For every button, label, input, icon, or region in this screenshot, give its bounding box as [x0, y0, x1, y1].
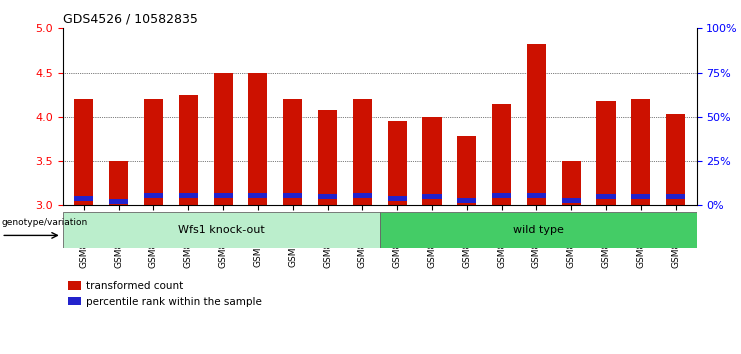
- Text: wild type: wild type: [513, 225, 564, 235]
- Bar: [492, 193, 511, 198]
- Bar: [422, 117, 442, 205]
- Bar: [666, 194, 685, 199]
- Bar: [631, 99, 651, 205]
- Bar: [527, 44, 546, 205]
- Bar: [597, 194, 616, 199]
- Bar: [74, 99, 93, 205]
- Bar: [388, 121, 407, 205]
- Bar: [666, 114, 685, 205]
- Text: Wfs1 knock-out: Wfs1 knock-out: [178, 225, 265, 235]
- Bar: [74, 196, 93, 201]
- Bar: [283, 193, 302, 198]
- Bar: [179, 95, 198, 205]
- Text: GDS4526 / 10582835: GDS4526 / 10582835: [63, 13, 198, 26]
- Legend: transformed count, percentile rank within the sample: transformed count, percentile rank withi…: [68, 281, 262, 307]
- Bar: [318, 110, 337, 205]
- Bar: [631, 194, 651, 199]
- Bar: [353, 193, 372, 198]
- Bar: [457, 198, 476, 202]
- Bar: [213, 73, 233, 205]
- Bar: [457, 136, 476, 205]
- Bar: [318, 194, 337, 199]
- Bar: [248, 193, 268, 198]
- Bar: [379, 212, 697, 248]
- Bar: [527, 193, 546, 198]
- Bar: [63, 212, 379, 248]
- Bar: [213, 193, 233, 198]
- Bar: [562, 161, 581, 205]
- Bar: [353, 99, 372, 205]
- Bar: [144, 99, 163, 205]
- Bar: [492, 103, 511, 205]
- Bar: [109, 199, 128, 204]
- Bar: [562, 198, 581, 202]
- Bar: [109, 161, 128, 205]
- Bar: [422, 194, 442, 199]
- Bar: [144, 193, 163, 198]
- Bar: [283, 99, 302, 205]
- Bar: [179, 193, 198, 198]
- Text: genotype/variation: genotype/variation: [1, 218, 87, 227]
- Bar: [597, 101, 616, 205]
- Bar: [388, 196, 407, 201]
- Bar: [248, 73, 268, 205]
